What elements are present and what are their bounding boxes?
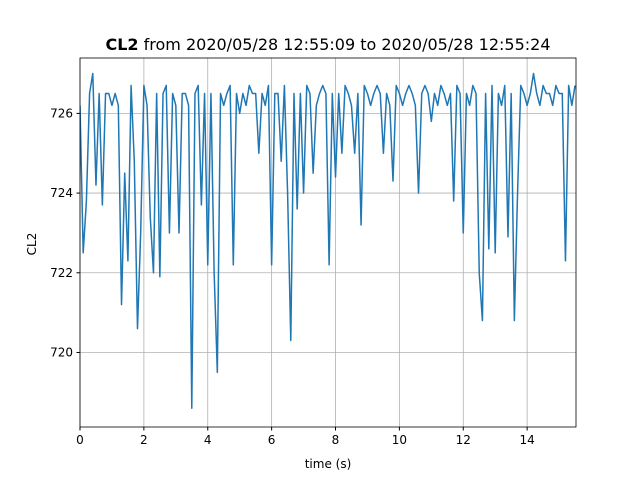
y-tick-label: 722 (50, 266, 73, 280)
y-tick-label: 720 (50, 345, 73, 359)
x-tick-label: 12 (456, 433, 471, 447)
x-tick-label: 4 (204, 433, 212, 447)
x-tick-label: 6 (268, 433, 276, 447)
chart-title: CL2 from 2020/05/28 12:55:09 to 2020/05/… (105, 35, 550, 54)
y-axis-label: CL2 (25, 233, 39, 256)
x-tick-label: 0 (76, 433, 84, 447)
plot-frame (79, 57, 577, 428)
title-rest: from 2020/05/28 12:55:09 to 2020/05/28 1… (144, 35, 551, 54)
x-tick-label: 8 (332, 433, 340, 447)
data-line (80, 72, 576, 410)
y-tick-label: 726 (50, 106, 73, 120)
x-axis-label: time (s) (305, 457, 352, 471)
y-tick-label: 724 (50, 186, 73, 200)
x-tick-label: 10 (392, 433, 407, 447)
x-tick-label: 2 (140, 433, 148, 447)
title-bold: CL2 (105, 35, 138, 54)
x-tick-label: 14 (519, 433, 534, 447)
